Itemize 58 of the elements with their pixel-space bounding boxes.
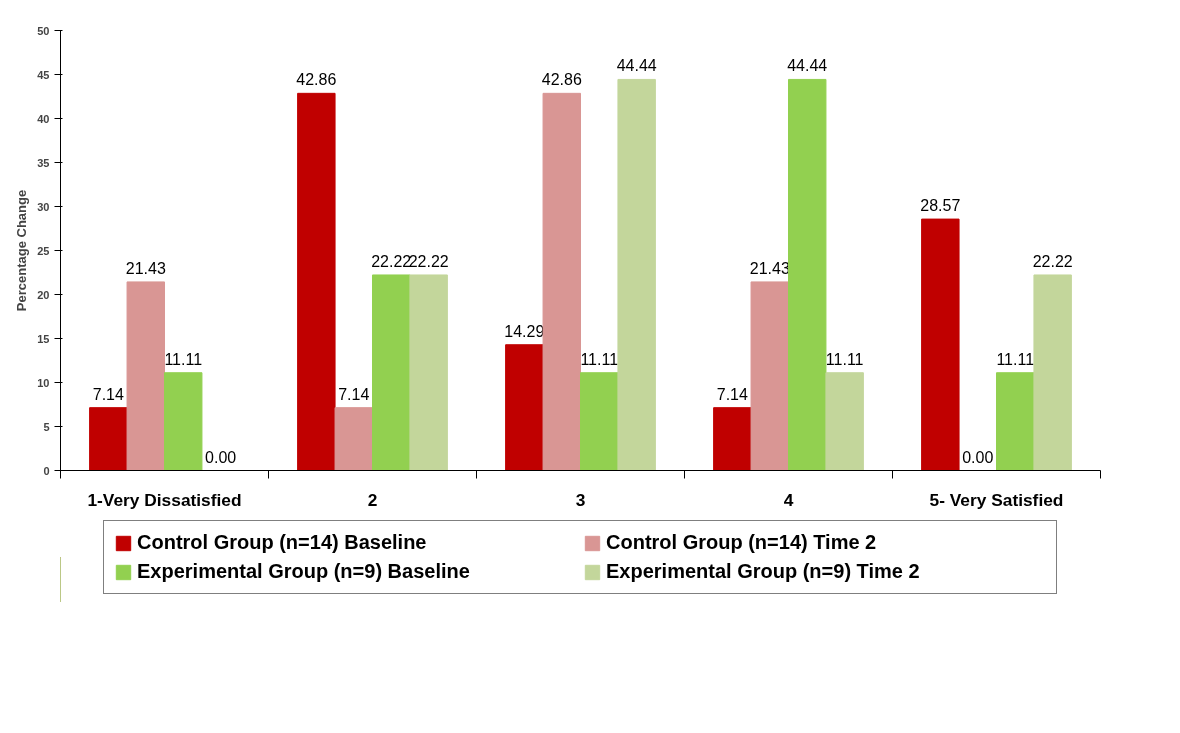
legend-label: Experimental Group (n=9) Baseline [137, 560, 471, 583]
legend-label: Experimental Group (n=9) Time 2 [606, 560, 921, 583]
y-tick-label: 5 [43, 420, 50, 433]
data-label: 11.11 [580, 350, 619, 368]
data-label: 7.14 [716, 385, 749, 403]
y-tick-label: 40 [37, 112, 50, 125]
data-label: 11.11 [825, 350, 864, 368]
data-label: 11.11 [164, 350, 203, 368]
bar [750, 281, 789, 471]
data-label: 21.43 [749, 259, 790, 277]
y-tick-label: 25 [37, 244, 50, 257]
y-tick-label: 45 [37, 68, 50, 81]
y-axis-title: Percentage Change [14, 189, 30, 312]
bar [89, 407, 128, 471]
bar [372, 274, 411, 471]
bar [334, 407, 373, 471]
x-tick-label: 4 [783, 489, 794, 510]
legend-label: Control Group (n=14) Baseline [137, 531, 428, 554]
bar [996, 372, 1035, 471]
y-tick-label: 10 [37, 376, 50, 389]
bar [825, 372, 864, 471]
x-tick-label: 5- Very Satisfied [929, 489, 1064, 510]
data-label: 44.44 [616, 57, 657, 75]
bar [505, 344, 544, 471]
bar [409, 274, 448, 471]
bar [617, 78, 656, 471]
data-label: 7.14 [92, 385, 125, 403]
y-tick-label: 50 [37, 24, 50, 37]
data-label: 42.86 [296, 71, 337, 89]
legend-label: Control Group (n=14) Time 2 [606, 531, 878, 554]
bar [788, 78, 827, 471]
data-label: 0.00 [962, 448, 994, 466]
y-tick-label: 20 [37, 288, 50, 301]
data-label: 0.00 [205, 448, 237, 466]
data-label: 7.14 [338, 385, 370, 403]
bar [580, 372, 619, 471]
y-tick-label: 35 [37, 156, 50, 169]
data-label: 44.44 [787, 57, 828, 75]
bar [1033, 274, 1072, 471]
bar [921, 218, 960, 471]
bar [164, 372, 203, 471]
data-label: 28.57 [920, 197, 961, 215]
data-label: 21.43 [125, 259, 166, 277]
data-label: 22.22 [1032, 252, 1073, 270]
x-tick-label: 2 [367, 489, 378, 510]
bar [542, 92, 581, 471]
data-label: 14.29 [504, 322, 545, 340]
bar [297, 92, 336, 471]
data-label: 22.22 [408, 252, 449, 270]
x-tick-label: 3 [575, 489, 586, 510]
data-label: 11.11 [996, 350, 1035, 368]
bar [713, 407, 752, 471]
x-tick-label: 1-Very Dissatisfied [87, 489, 242, 510]
data-label: 42.86 [541, 71, 582, 89]
y-tick-label: 0 [43, 464, 50, 477]
y-tick-label: 15 [37, 332, 50, 345]
bar [126, 281, 165, 471]
y-tick-label: 30 [37, 200, 50, 213]
